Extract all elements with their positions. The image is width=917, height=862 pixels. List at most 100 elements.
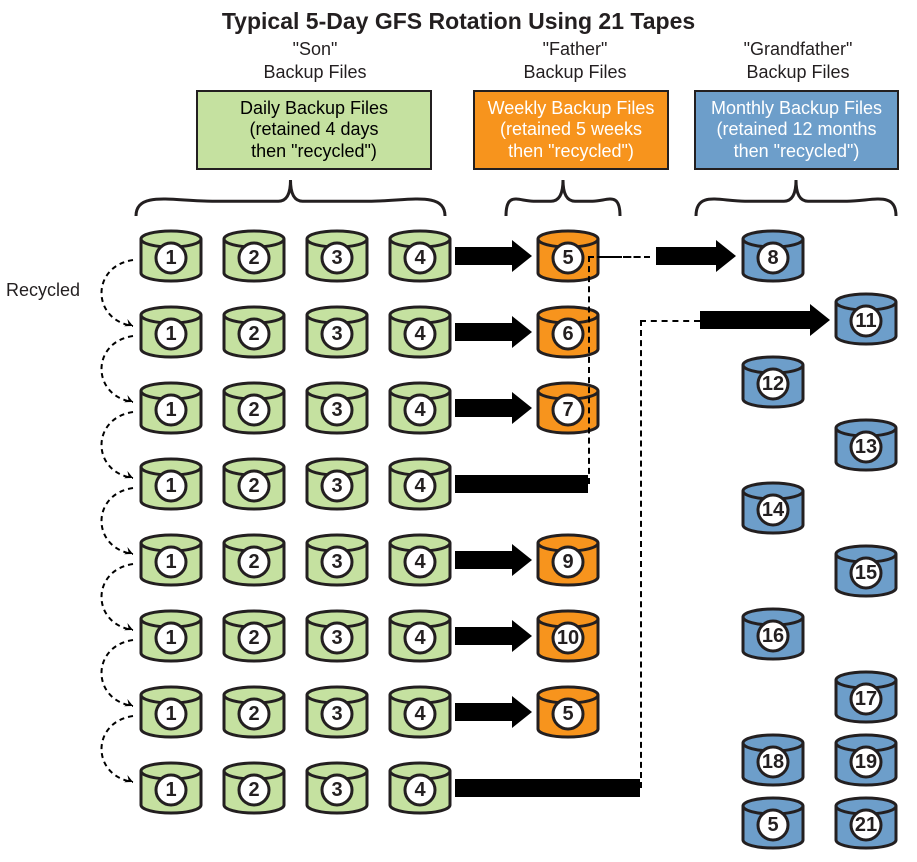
row7-dashed-right: [640, 320, 700, 322]
daily-drum-r1-c3: 4: [387, 304, 453, 360]
svg-text:21: 21: [855, 814, 877, 836]
svg-text:2: 2: [248, 703, 259, 725]
arrow-daily-to-weekly-row0: [455, 247, 514, 265]
father-brace: [504, 176, 622, 218]
arrow-daily-to-weekly-row5: [455, 627, 514, 645]
daily-drum-r7-c2: 3: [304, 760, 370, 816]
svg-text:4: 4: [414, 779, 426, 801]
svg-text:2: 2: [248, 551, 259, 573]
arrow-to-monthly-11: [700, 311, 812, 329]
svg-text:2: 2: [248, 627, 259, 649]
page-title: Typical 5-Day GFS Rotation Using 21 Tape…: [0, 8, 917, 35]
svg-text:1: 1: [165, 323, 176, 345]
daily-drum-r4-c3: 4: [387, 532, 453, 588]
arrow-daily-to-weekly-row6: [455, 703, 514, 721]
svg-text:1: 1: [165, 779, 176, 801]
svg-text:1: 1: [165, 703, 176, 725]
svg-text:4: 4: [414, 703, 426, 725]
grandfather-header-line2: Backup Files: [746, 62, 849, 82]
arrow-to-monthly-row0: [656, 247, 718, 265]
svg-text:2: 2: [248, 779, 259, 801]
svg-text:2: 2: [248, 323, 259, 345]
monthly-drum-7: 17: [833, 669, 899, 725]
father-header-line1: "Father": [543, 39, 608, 59]
svg-text:3: 3: [331, 323, 342, 345]
grandfather-box-line1: Monthly Backup Files: [696, 98, 897, 120]
son-box-line2: (retained 4 days: [198, 119, 430, 141]
svg-text:5: 5: [562, 703, 573, 725]
son-header-line2: Backup Files: [263, 62, 366, 82]
monthly-drum-11: 21: [833, 795, 899, 851]
daily-drum-r0-c0: 1: [138, 228, 204, 284]
recycle-arc-6: [81, 710, 147, 796]
recycle-arc-5: [81, 634, 147, 720]
daily-drum-r5-c3: 4: [387, 608, 453, 664]
grandfather-box-line3: then "recycled"): [696, 141, 897, 163]
grandfather-header: "Grandfather" Backup Files: [698, 38, 898, 83]
svg-text:1: 1: [165, 627, 176, 649]
monthly-drum-0: 8: [740, 228, 806, 284]
daily-drum-r5-c1: 2: [221, 608, 287, 664]
arrow-daily-to-weekly-row4: [455, 551, 514, 569]
son-box-line3: then "recycled"): [198, 141, 430, 163]
father-box: Weekly Backup Files (retained 5 weeks th…: [473, 90, 669, 170]
daily-drum-r1-c0: 1: [138, 304, 204, 360]
svg-text:6: 6: [562, 323, 573, 345]
grandfather-box: Monthly Backup Files (retained 12 months…: [694, 90, 899, 170]
svg-text:16: 16: [762, 625, 784, 647]
svg-text:3: 3: [331, 475, 342, 497]
son-box-line1: Daily Backup Files: [198, 98, 430, 120]
svg-text:3: 3: [331, 627, 342, 649]
daily-drum-r4-c1: 2: [221, 532, 287, 588]
svg-text:13: 13: [855, 436, 877, 458]
monthly-drum-2: 12: [740, 354, 806, 410]
svg-text:3: 3: [331, 247, 342, 269]
daily-drum-r0-c1: 2: [221, 228, 287, 284]
monthly-drum-9: 19: [833, 732, 899, 788]
father-header: "Father" Backup Files: [475, 38, 675, 83]
daily-drum-r2-c2: 3: [304, 380, 370, 436]
weekly-drum-row4: 9: [535, 532, 601, 588]
row3-dashed-right: [588, 256, 650, 258]
daily-drum-r7-c1: 2: [221, 760, 287, 816]
daily-drum-r0-c3: 4: [387, 228, 453, 284]
svg-text:14: 14: [762, 499, 785, 521]
row3-solid-bar: [455, 475, 588, 493]
recycle-arc-1: [81, 330, 147, 416]
recycle-arc-0: [81, 254, 147, 340]
weekly-drum-row5: 10: [535, 608, 601, 664]
weekly-drum-row2: 7: [535, 380, 601, 436]
monthly-drum-5: 15: [833, 543, 899, 599]
daily-drum-r1-c2: 3: [304, 304, 370, 360]
daily-drum-r2-c1: 2: [221, 380, 287, 436]
daily-drum-r3-c0: 1: [138, 456, 204, 512]
svg-text:5: 5: [767, 814, 778, 836]
son-header: "Son" Backup Files: [185, 38, 445, 83]
svg-text:3: 3: [331, 551, 342, 573]
svg-text:1: 1: [165, 551, 176, 573]
daily-drum-r2-c3: 4: [387, 380, 453, 436]
weekly-drum-row1: 6: [535, 304, 601, 360]
daily-drum-r6-c3: 4: [387, 684, 453, 740]
monthly-drum-3: 13: [833, 417, 899, 473]
svg-text:1: 1: [165, 247, 176, 269]
daily-drum-r0-c2: 3: [304, 228, 370, 284]
daily-drum-r1-c1: 2: [221, 304, 287, 360]
monthly-drum-6: 16: [740, 606, 806, 662]
father-box-line1: Weekly Backup Files: [475, 98, 667, 120]
daily-drum-r5-c2: 3: [304, 608, 370, 664]
svg-text:12: 12: [762, 373, 784, 395]
monthly-drum-4: 14: [740, 480, 806, 536]
weekly-drum-row6: 5: [535, 684, 601, 740]
svg-text:7: 7: [562, 399, 573, 421]
daily-drum-r3-c2: 3: [304, 456, 370, 512]
recycle-arc-4: [81, 558, 147, 644]
daily-drum-r6-c0: 1: [138, 684, 204, 740]
arrow-daily-to-weekly-row1: [455, 323, 514, 341]
svg-text:4: 4: [414, 475, 426, 497]
svg-text:19: 19: [855, 751, 877, 773]
svg-text:4: 4: [414, 247, 426, 269]
daily-drum-r2-c0: 1: [138, 380, 204, 436]
monthly-drum-1: 11: [833, 291, 899, 347]
son-brace: [134, 176, 447, 218]
